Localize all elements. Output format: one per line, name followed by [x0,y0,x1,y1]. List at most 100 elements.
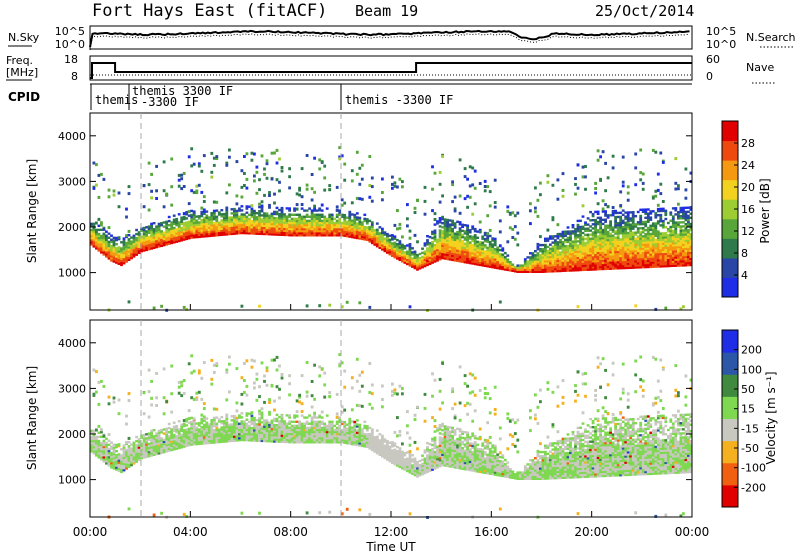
power-cell [491,247,495,250]
power-cell [619,204,623,208]
power-cell [396,227,399,231]
power-cell [656,232,660,235]
power-cell [516,231,520,235]
cpid-label: CPID [8,90,40,104]
power-cell [92,237,96,240]
velocity-cell [230,415,234,418]
velocity-cell [105,447,108,451]
power-cell [225,233,229,236]
power-cell [102,232,106,235]
velocity-cell [190,422,194,426]
power-cell [679,262,683,265]
power-cell [476,248,480,252]
velocity-cell [182,429,186,432]
power-cell [107,232,111,235]
power-cell [240,229,244,233]
velocity-cell [127,399,131,403]
power-cell [461,248,464,251]
power-cell [639,262,643,265]
velocity-cell [258,435,261,438]
velocity-cell [112,443,116,447]
power-cell [536,252,540,255]
power-cell [634,249,638,253]
power-cell [689,247,693,250]
velocity-cell [278,438,281,441]
power-cell [682,225,685,228]
power-cell [624,246,628,249]
power-cell [433,229,437,232]
power-cell [684,255,688,259]
power-cell [202,235,206,238]
power-cell [579,229,582,233]
power-cell [453,253,457,256]
power-cell [601,210,605,213]
power-cell [438,229,442,232]
power-cell [443,228,447,231]
velocity-cell [180,446,184,449]
power-cell [438,219,442,222]
power-cell [157,224,161,228]
power-cell [468,249,472,252]
power-cell [448,248,452,251]
velocity-cell [177,380,181,384]
power-cell [529,209,532,213]
power-cell [687,249,690,252]
power-cell [280,225,284,228]
power-cell [684,253,688,257]
power-cell [564,263,567,266]
power-cell [310,232,314,235]
velocity-cell [295,426,299,430]
velocity-cell [135,439,138,443]
power-cell [606,245,610,248]
power-cell [265,176,269,180]
velocity-cell [225,413,229,416]
power-cell [574,246,577,249]
power-cell [260,154,264,158]
power-cell [90,230,93,234]
power-cell [534,256,537,259]
power-cell [556,251,560,254]
power-cell [556,253,560,256]
power-cell [426,257,429,260]
power-cell [594,223,597,226]
power-cell [488,251,492,254]
velocity-cell [117,453,121,456]
power-cell [102,251,106,254]
velocity-cell [222,430,226,433]
velocity-cell [142,433,146,437]
noise-right-label: N.Search [746,31,796,44]
freq-line [90,62,692,79]
power-cell [529,266,532,269]
velocity-cell [253,431,256,434]
power-cell [659,207,663,211]
power-cell [456,259,459,262]
power-cell [506,262,510,265]
power-cell [611,154,615,158]
velocity-cell [152,445,156,448]
power-cell [120,247,123,250]
velocity-cell [228,437,231,441]
power-cell [682,264,685,267]
power-cell [659,248,663,252]
power-cell [651,228,655,231]
velocity-cell [132,449,136,453]
power-cell [466,226,469,229]
velocity-cell [182,445,186,448]
power-cell [483,260,487,263]
power-cell [656,263,660,266]
velocity-cell [243,424,246,427]
power-cell [591,251,595,255]
power-cell [639,237,643,240]
power-cell [220,215,224,218]
power-cell [100,243,103,246]
power-cell [130,246,133,249]
power-cell [433,252,437,255]
power-cell [596,216,600,220]
power-cell [546,258,550,261]
velocity-cell [192,369,196,373]
velocity-cell [195,422,199,425]
power-cell [569,236,572,239]
power-cell [323,219,327,223]
power-cell [466,251,469,254]
power-cell [689,253,693,256]
